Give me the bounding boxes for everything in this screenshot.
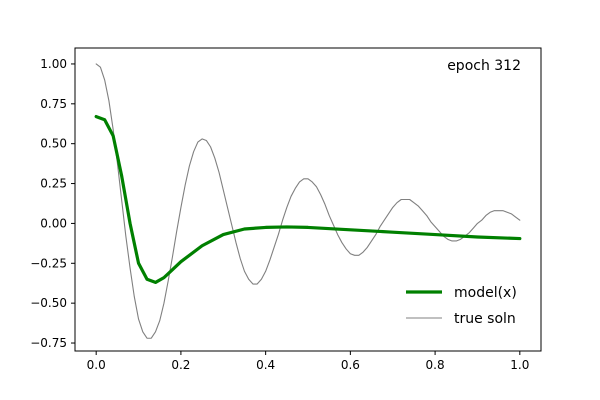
x-tick-label: 1.0	[510, 358, 529, 372]
x-tick-label: 0.8	[426, 358, 445, 372]
y-tick-label: −0.25	[30, 256, 67, 270]
model-series-line	[94, 114, 522, 285]
epoch-annotation: epoch 312	[447, 58, 521, 74]
x-axis: 0.0 0.2 0.4 0.6 0.8 1.0	[87, 351, 529, 372]
legend: model(x) true soln	[406, 285, 517, 327]
y-tick-label: 0.75	[40, 97, 67, 111]
legend-label: true soln	[454, 311, 516, 327]
y-tick-label: 0.00	[40, 216, 67, 230]
y-tick-label: −0.75	[30, 336, 67, 350]
axes-frame	[74, 47, 542, 352]
x-tick-label: 0.6	[341, 358, 360, 372]
y-tick-label: −0.50	[30, 296, 67, 310]
legend-label: model(x)	[454, 285, 517, 301]
y-tick-label: 0.25	[40, 177, 67, 191]
x-tick-label: 0.2	[171, 358, 190, 372]
y-tick-label: 0.50	[40, 137, 67, 151]
x-tick-label: 0.0	[87, 358, 106, 372]
y-tick-label: 1.00	[40, 57, 67, 71]
series-layer	[94, 63, 522, 339]
true-soln-series-line	[95, 63, 521, 339]
y-axis: 1.00 0.75 0.50 0.25 0.00 −0.25 −0.50 −0.75	[30, 57, 75, 350]
x-tick-label: 0.4	[256, 358, 275, 372]
